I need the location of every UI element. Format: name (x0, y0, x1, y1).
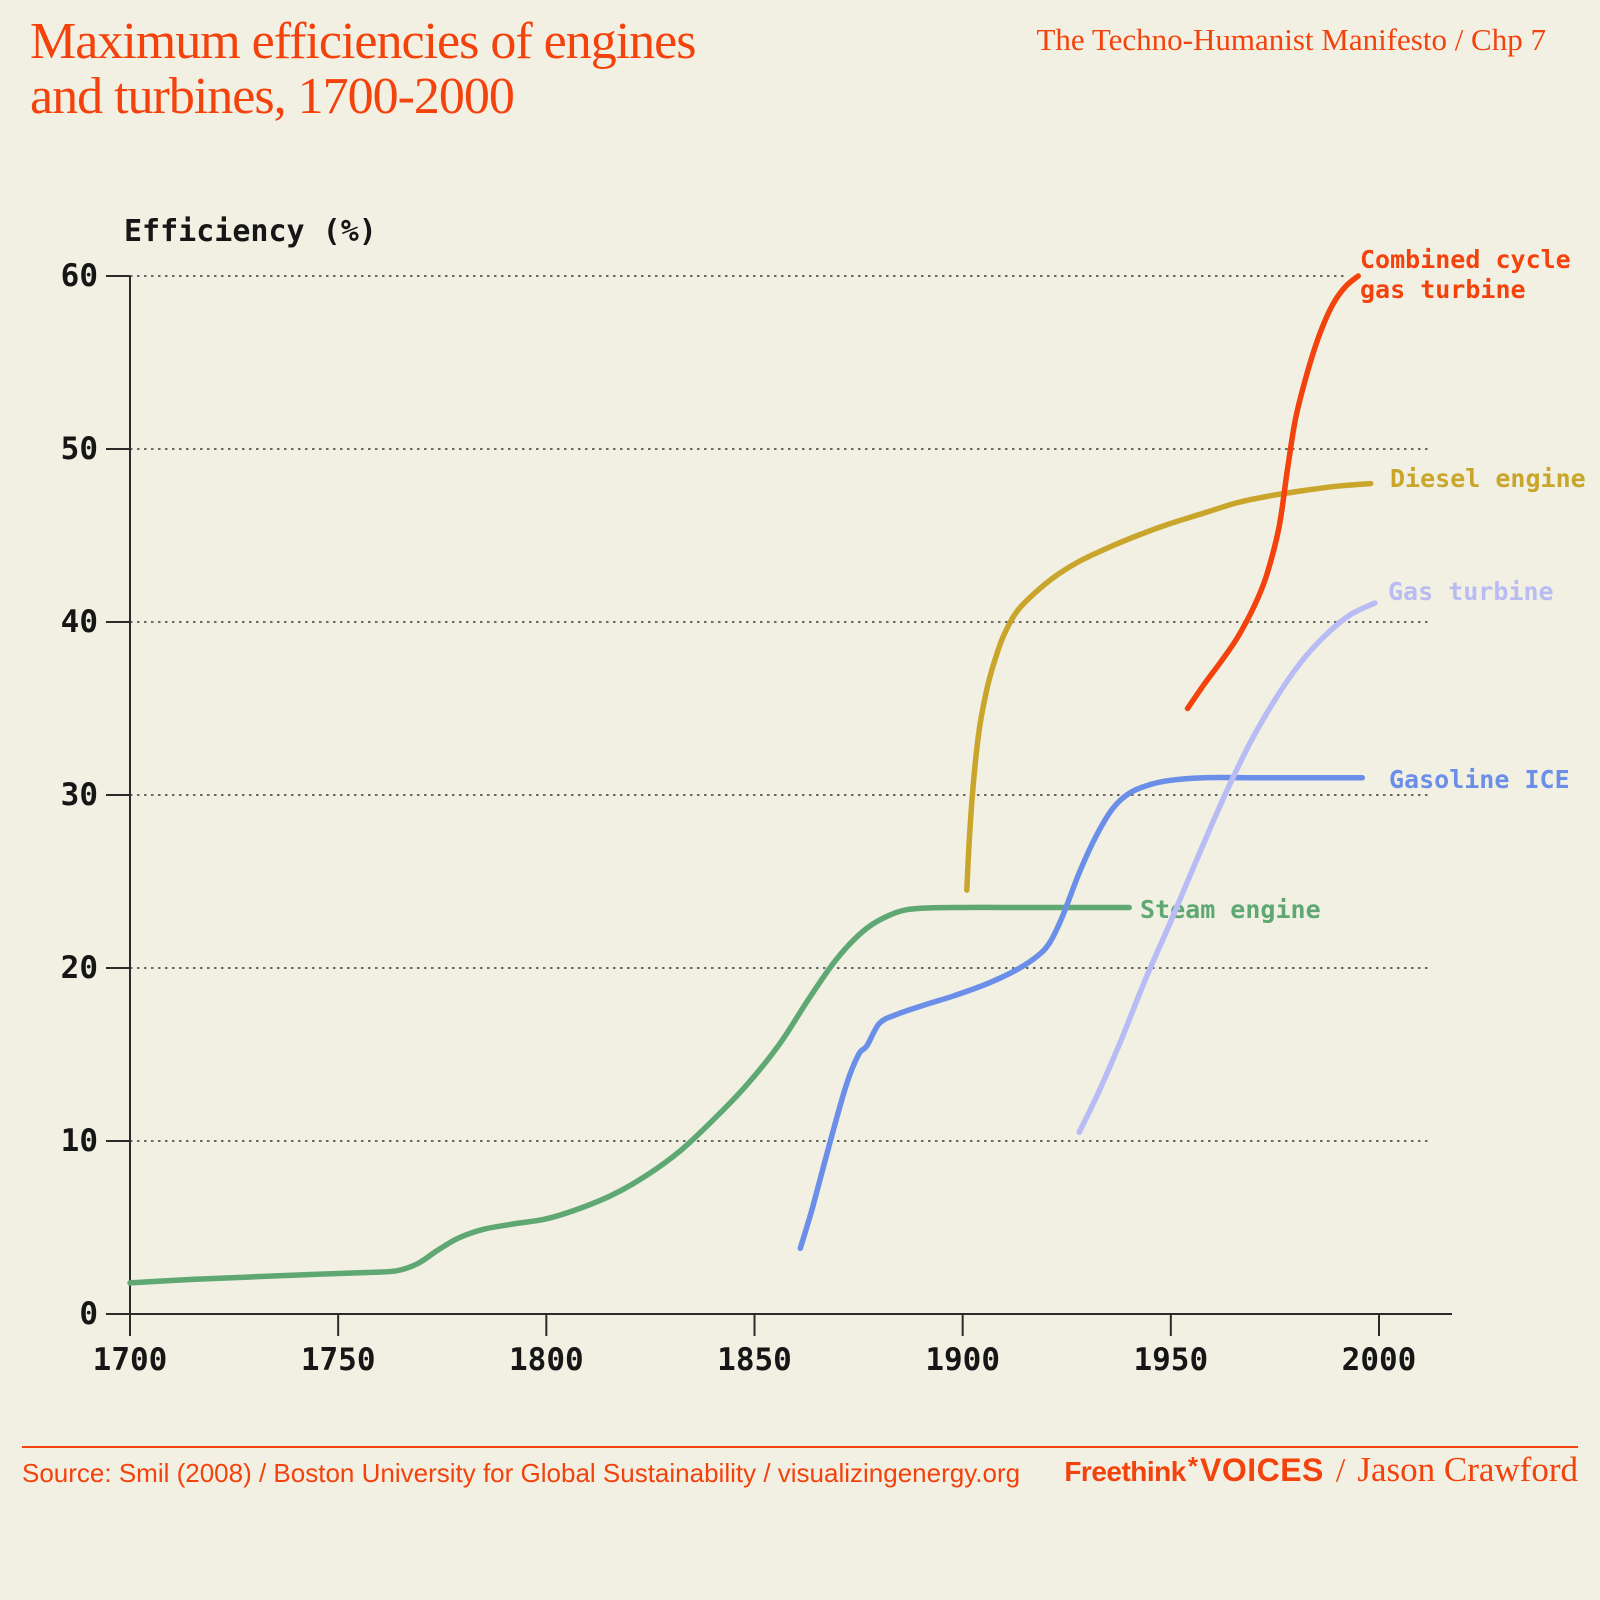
series-label-steam-engine: Steam engine (1140, 895, 1321, 924)
series-label-line: Steam engine (1140, 895, 1321, 924)
y-tick-label-50: 50 (61, 431, 98, 467)
x-tick-label-1900: 1900 (925, 1342, 1000, 1378)
freethink-logo: Freethink (1064, 1456, 1186, 1487)
y-tick-label-40: 40 (61, 604, 98, 640)
brand-footer: Freethink * VOICES / Jason Crawford (1064, 1450, 1578, 1490)
series-line-combined-cycle-gas-turbine (1184, 273, 1361, 712)
x-tick-label-1750: 1750 (301, 1342, 376, 1378)
series-label-line: Gasoline ICE (1389, 765, 1570, 794)
series-label-line: gas turbine (1360, 275, 1526, 304)
series-label-gasoline-ice: Gasoline ICE (1389, 765, 1570, 794)
y-tick-label-30: 30 (61, 777, 98, 813)
source-credit: Source: Smil (2008) / Boston University … (22, 1458, 1021, 1488)
series-line-steam-engine (127, 904, 1132, 1286)
series-label-line: Gas turbine (1388, 577, 1554, 606)
y-tick-label-0: 0 (79, 1296, 98, 1332)
brand-separator: / (1335, 1452, 1346, 1489)
x-tick-label-1800: 1800 (509, 1342, 584, 1378)
series-label-line: Diesel engine (1390, 464, 1586, 493)
page-title-line2: and turbines, 1700-2000 (30, 68, 515, 126)
y-tick-label-20: 20 (61, 950, 98, 986)
series-label-diesel-engine: Diesel engine (1390, 464, 1586, 493)
x-tick-label-1850: 1850 (717, 1342, 792, 1378)
series-label-combined-cycle-gas-turbine: Combined cycle gas turbine (1360, 245, 1571, 304)
voices-logo: VOICES (1199, 1452, 1324, 1488)
page-title: Maximum efficiencies of engines and turb… (30, 14, 790, 124)
x-tick-label-2000: 2000 (1342, 1342, 1417, 1378)
x-tick-label-1700: 1700 (93, 1342, 168, 1378)
y-tick-label-10: 10 (61, 1123, 98, 1159)
footer-divider (22, 1446, 1578, 1448)
page-title-line1: Maximum efficiencies of engines (30, 13, 697, 70)
y-tick-label-60: 60 (61, 258, 98, 294)
series-label-gas-turbine: Gas turbine (1388, 577, 1554, 606)
x-tick-label-1950: 1950 (1133, 1342, 1208, 1378)
series-line-diesel-engine (964, 480, 1374, 893)
series-line-gas-turbine (1076, 600, 1378, 1136)
author-name: Jason Crawford (1357, 1450, 1578, 1489)
series-label-line: Combined cycle (1360, 245, 1571, 274)
series-line-gasoline-ice (797, 774, 1366, 1252)
publication-header: The Techno-Humanist Manifesto / Chp 7 (1036, 22, 1546, 57)
y-axis-title: Efficiency (%) (124, 214, 377, 249)
star-glyph: * (1187, 1451, 1198, 1481)
